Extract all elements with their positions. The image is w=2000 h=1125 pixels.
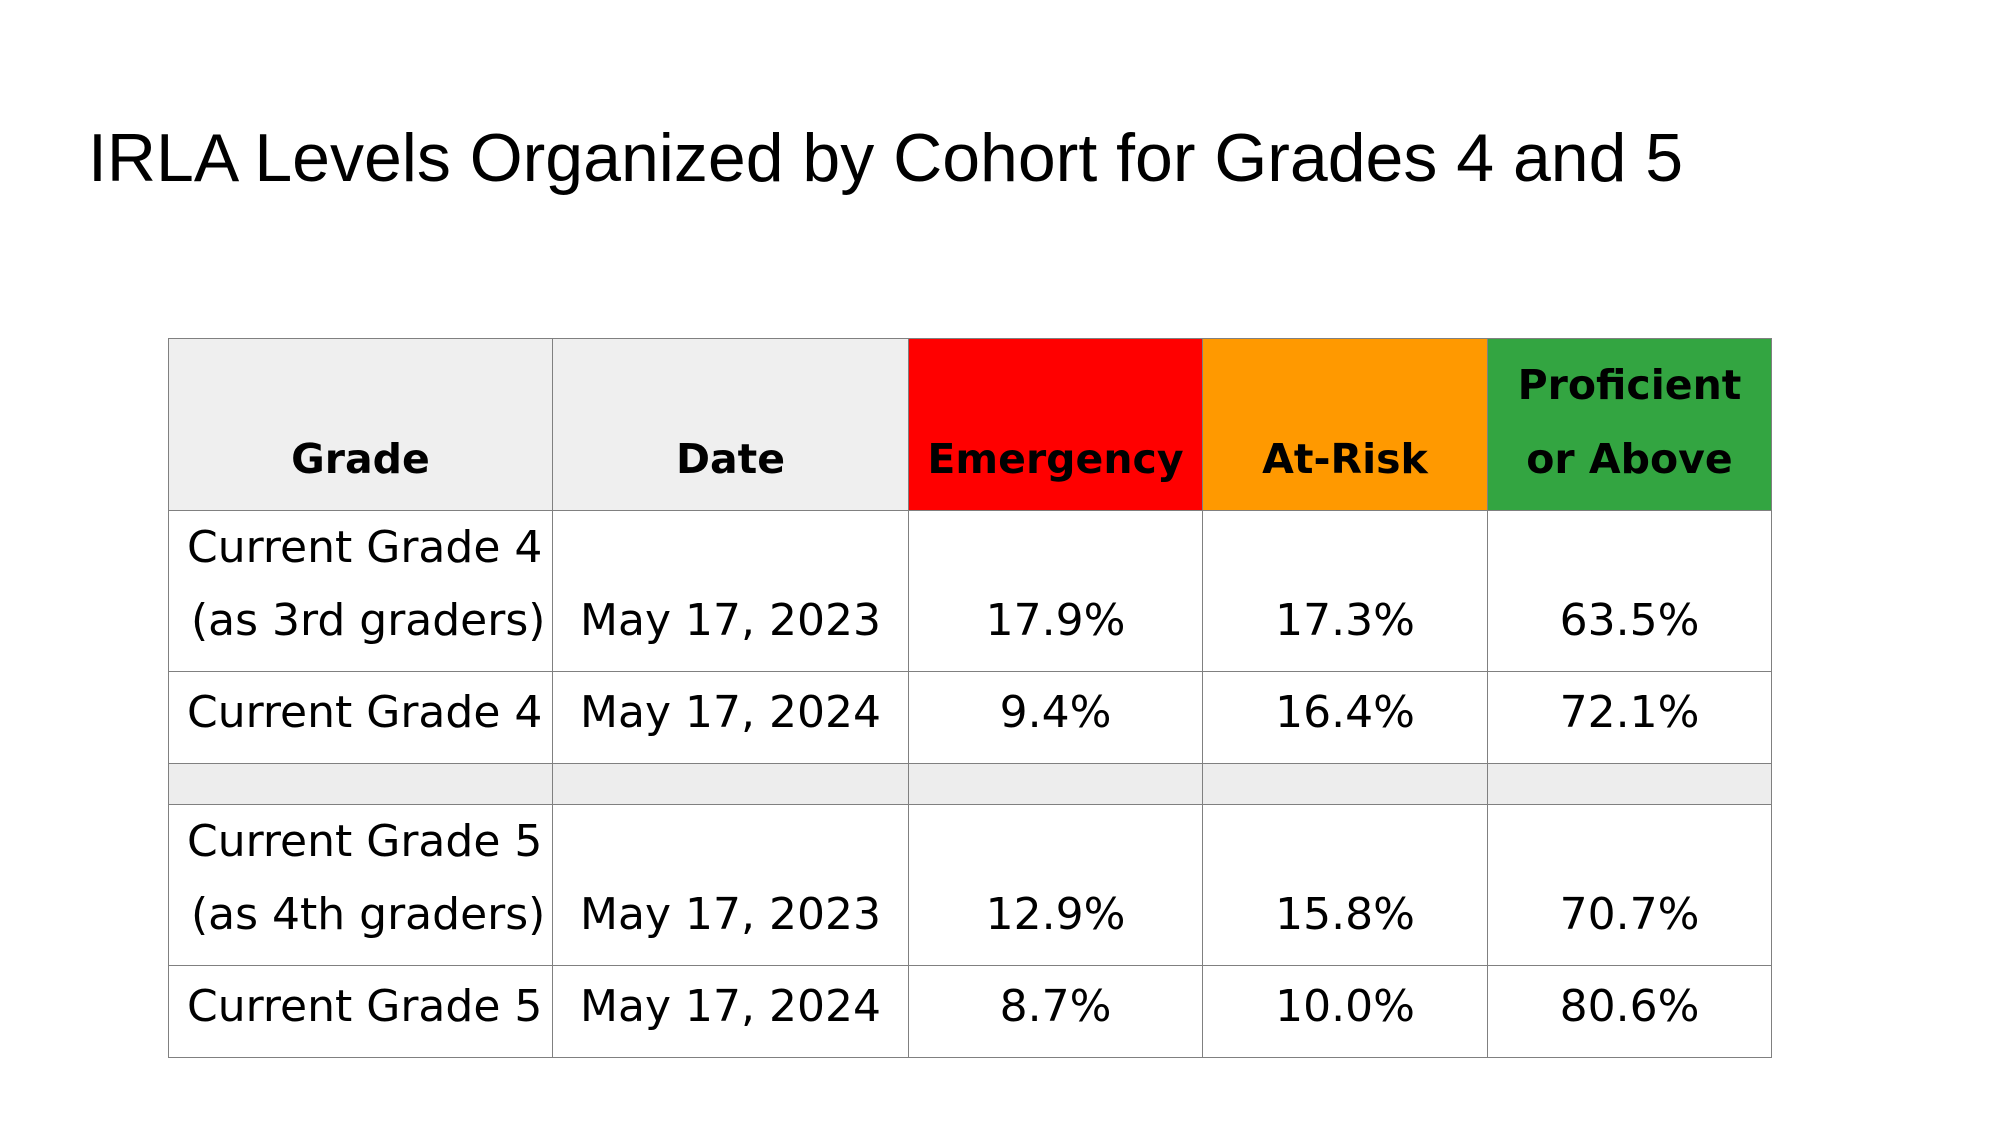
grade-cell: Current Grade 5 xyxy=(168,965,553,1058)
at-risk-cell: 10.0% xyxy=(1202,965,1488,1058)
emergency-cell: 12.9% xyxy=(908,804,1203,966)
grade-sublabel: (as 4th graders) xyxy=(191,889,546,940)
table-row: Current Grade 4 May 17, 2024 9.4% 16.4% … xyxy=(168,671,1772,764)
spacer-cell xyxy=(552,763,909,805)
table-row: Current Grade 4 (as 3rd graders) May 17,… xyxy=(168,510,1772,672)
header-emergency: Emergency xyxy=(908,338,1203,511)
header-date: Date xyxy=(552,338,909,511)
header-proficient-line1: Proficient xyxy=(1517,361,1742,409)
date-cell: May 17, 2023 xyxy=(552,804,909,966)
at-risk-cell: 17.3% xyxy=(1202,510,1488,672)
spacer-cell xyxy=(168,763,553,805)
proficient-cell: 70.7% xyxy=(1487,804,1772,966)
spacer-cell xyxy=(1202,763,1488,805)
table-row: Current Grade 5 May 17, 2024 8.7% 10.0% … xyxy=(168,965,1772,1058)
at-risk-cell: 16.4% xyxy=(1202,671,1488,764)
slide-title: IRLA Levels Organized by Cohort for Grad… xyxy=(88,120,1684,196)
header-grade: Grade xyxy=(168,338,553,511)
grade-sublabel: (as 3rd graders) xyxy=(191,595,546,646)
proficient-cell: 63.5% xyxy=(1487,510,1772,672)
header-proficient-line2: or Above xyxy=(1526,435,1733,483)
date-cell: May 17, 2024 xyxy=(552,965,909,1058)
date-cell: May 17, 2024 xyxy=(552,671,909,764)
date-cell: May 17, 2023 xyxy=(552,510,909,672)
header-row: Grade Date Emergency At-Risk Proficient … xyxy=(168,338,1772,511)
emergency-cell: 17.9% xyxy=(908,510,1203,672)
header-proficient-or-above: Proficient or Above xyxy=(1487,338,1772,511)
spacer-cell xyxy=(908,763,1203,805)
emergency-cell: 9.4% xyxy=(908,671,1203,764)
grade-label: Current Grade 4 xyxy=(187,522,543,573)
emergency-cell: 8.7% xyxy=(908,965,1203,1058)
proficient-cell: 72.1% xyxy=(1487,671,1772,764)
grade-cell: Current Grade 4 (as 3rd graders) xyxy=(168,510,553,672)
spacer-row xyxy=(168,763,1772,805)
header-at-risk: At-Risk xyxy=(1202,338,1488,511)
grade-cell: Current Grade 5 (as 4th graders) xyxy=(168,804,553,966)
spacer-cell xyxy=(1487,763,1772,805)
proficient-cell: 80.6% xyxy=(1487,965,1772,1058)
irla-levels-table: Grade Date Emergency At-Risk Proficient … xyxy=(168,338,1772,1058)
table-row: Current Grade 5 (as 4th graders) May 17,… xyxy=(168,804,1772,966)
grade-label: Current Grade 5 xyxy=(187,816,543,867)
grade-cell: Current Grade 4 xyxy=(168,671,553,764)
at-risk-cell: 15.8% xyxy=(1202,804,1488,966)
